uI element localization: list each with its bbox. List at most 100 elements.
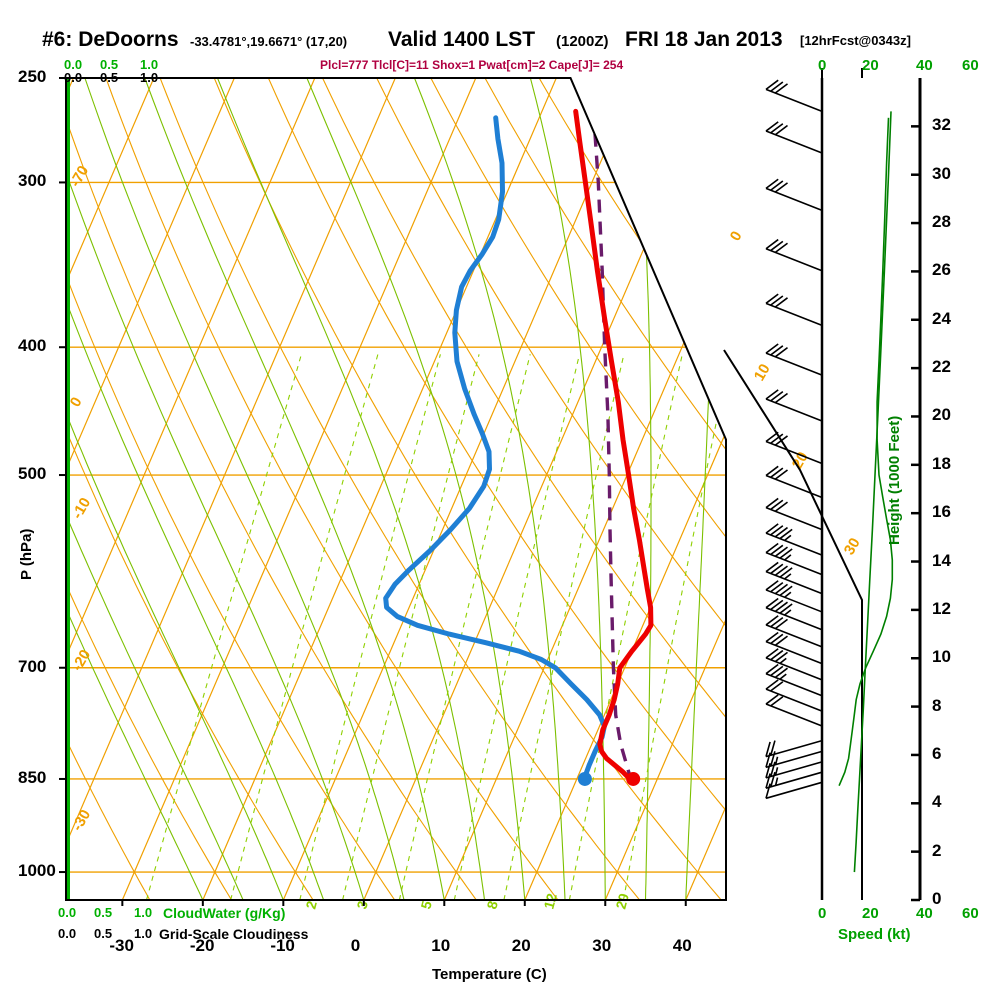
- speed-profile: [838, 117, 894, 787]
- valid-date: FRI 18 Jan 2013: [625, 28, 783, 51]
- wind-barb: [765, 771, 823, 789]
- wind-barbs: [765, 79, 823, 800]
- wind-barb: [765, 293, 823, 327]
- temperature-tick--10: -10: [270, 936, 295, 955]
- mixing-ratio-label-2: 2: [302, 899, 320, 911]
- wind-barb: [765, 121, 823, 154]
- mixing-ratio-lines: [145, 354, 726, 900]
- speed-bottom-tick-20: 20: [862, 905, 879, 922]
- speed-bottom-tick-40: 40: [916, 905, 933, 922]
- temperature-tick-0: 0: [350, 936, 361, 955]
- grid-label-right-20: 20: [789, 449, 812, 472]
- temperature-tick--30: -30: [109, 936, 134, 955]
- pressure-tick-700: 700: [18, 656, 47, 676]
- cloudwater-top-tick-2: 1.0: [140, 57, 159, 72]
- valid-time-utc: (1200Z): [556, 33, 609, 50]
- height-axis-label: Height (1000 Feet): [886, 415, 903, 545]
- mixing-ratio-label-5: 5: [417, 899, 435, 911]
- speed-bottom-tick-60: 60: [962, 905, 979, 922]
- dewpoint-marker: [577, 771, 592, 786]
- moist-adiabat-lines: [66, 78, 726, 900]
- wind-barb: [765, 597, 823, 631]
- height-tick-18: 18: [932, 453, 951, 473]
- page-title: #6: DeDoorns: [42, 28, 179, 52]
- wind-barb: [765, 497, 823, 531]
- height-tick-26: 26: [932, 260, 951, 280]
- wind-barb: [765, 465, 823, 499]
- height-tick-2: 2: [932, 840, 942, 860]
- height-tick-8: 8: [932, 695, 942, 715]
- parcel-trace: [592, 117, 634, 783]
- wind-barb: [765, 542, 823, 576]
- height-tick-20: 20: [932, 405, 951, 425]
- wind-barb: [765, 663, 823, 697]
- grid-label-right-30: 30: [841, 535, 864, 558]
- valid-time-label: Valid 1400 LST: [388, 28, 536, 51]
- station-coordinates: -33.4781°,19.6671° (17,20): [190, 34, 348, 49]
- temperature-profile: [573, 108, 654, 785]
- height-tick-24: 24: [932, 308, 951, 328]
- grid-label-right-10: 10: [751, 361, 774, 384]
- temperature-tick--20: -20: [189, 936, 215, 955]
- cloudiness-tick-1: 0.5: [94, 926, 113, 941]
- cloudwater-tick-1: 0.5: [94, 905, 113, 920]
- cloudwater-axis-label: CloudWater (g/Kg): [163, 905, 286, 921]
- plot-frame: [65, 77, 727, 901]
- axis-ticks: [59, 77, 687, 906]
- wind-barb: [765, 580, 823, 613]
- grid-label--10: -10: [69, 495, 95, 522]
- wind-barb: [765, 431, 823, 465]
- pressure-tick-300: 300: [18, 171, 47, 191]
- temperature-axis-label: Temperature (C): [432, 966, 547, 983]
- surface-markers: [577, 771, 641, 786]
- wind-barb: [765, 615, 823, 648]
- wind-barb: [765, 694, 823, 727]
- wind-barb: [765, 781, 823, 800]
- cloudiness-top-tick-1: 0.5: [100, 70, 119, 85]
- speed-bottom-tick-0: 0: [818, 905, 827, 922]
- cloudwater-tick-2: 1.0: [134, 905, 153, 920]
- station-id: #6:: [42, 28, 73, 51]
- wind-barb: [765, 389, 823, 422]
- temperature-tick-20: 20: [511, 936, 531, 955]
- wind-barb: [765, 343, 823, 376]
- sounding-indices: Plcl=777 Tlcl[C]=11 Shox=1 Pwat[cm]=2 Ca…: [320, 58, 624, 72]
- mixing-ratio-label-3: 3: [353, 899, 371, 911]
- wind-axis: [723, 68, 863, 900]
- temperature-marker: [626, 771, 641, 786]
- height-axis: [911, 78, 922, 902]
- dewpoint-profile: [383, 115, 607, 785]
- grid-label-right-0: 0: [727, 228, 746, 244]
- pressure-tick-250: 250: [18, 67, 47, 86]
- height-tick-4: 4: [932, 792, 942, 812]
- wind-barb: [765, 238, 823, 272]
- cloudiness-tick-0: 0.0: [58, 926, 77, 941]
- height-tick-22: 22: [932, 357, 951, 377]
- cloudiness-top-tick-2: 1.0: [140, 70, 159, 85]
- cloudwater-top-tick-0: 0.0: [64, 57, 83, 72]
- height-tick-12: 12: [932, 598, 951, 618]
- cloudwater-top-tick-1: 0.5: [100, 57, 119, 72]
- height-tick-14: 14: [932, 550, 951, 570]
- mixing-ratio-label-8: 8: [483, 899, 501, 911]
- speed-axis-label: Speed (kt): [838, 926, 911, 943]
- cloudwater-tick-0: 0.0: [58, 905, 77, 920]
- speed-top-tick-0: 0: [818, 57, 827, 74]
- grid-label--20: -20: [69, 647, 95, 674]
- cloudiness-tick-2: 1.0: [134, 926, 153, 941]
- wind-barb: [765, 523, 823, 556]
- pressure-tick-400: 400: [18, 336, 47, 356]
- pressure-axis-label: P (hPa): [18, 528, 35, 580]
- speed-top-tick-20: 20: [862, 57, 879, 74]
- forecast-tag: [12hrFcst@0343z]: [800, 33, 911, 48]
- wind-barb: [765, 178, 823, 212]
- cloudiness-axis-label: Grid-Scale Cloudiness: [159, 926, 309, 942]
- wind-barb: [765, 648, 823, 681]
- temperature-tick-10: 10: [431, 936, 451, 955]
- speed-top-tick-60: 60: [962, 57, 979, 74]
- wind-barb: [765, 631, 823, 665]
- pressure-tick-850: 850: [18, 767, 47, 787]
